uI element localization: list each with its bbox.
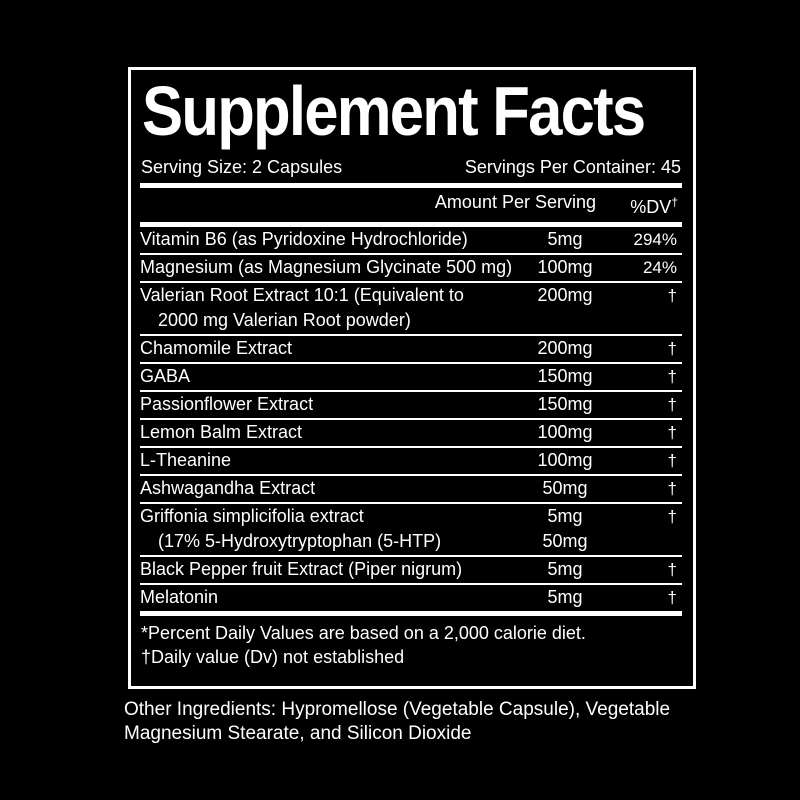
ingredient-line: Chamomile Extract 200mg † (140, 336, 682, 362)
ingredient-amount: 100mg (537, 422, 593, 442)
ingredient-row: Griffonia simplicifolia extract 5mg † (17% … (140, 504, 682, 557)
thick-rule-header (140, 222, 682, 227)
ingredient-row: Black Pepper fruit Extract (Piper nigrum… (140, 557, 682, 585)
table-header-row: Amount Per Serving %DV† (140, 188, 682, 222)
ingredient-row: Chamomile Extract 200mg † (140, 336, 682, 364)
ingredient-name: 2000 mg Valerian Root powder) (158, 310, 411, 330)
ingredient-amount: 100mg (537, 257, 593, 277)
footnotes: *Percent Daily Values are based on a 2,0… (140, 616, 682, 678)
ingredient-amount: 200mg (537, 285, 593, 305)
ingredient-row: L-Theanine 100mg † (140, 448, 682, 476)
other-ingredients-text: Other Ingredients: Hypromellose (Vegetab… (124, 699, 671, 744)
ingredient-dv: † (667, 423, 677, 442)
ingredient-amount: 50mg (542, 531, 588, 551)
dv-column-header: %DV† (598, 191, 682, 218)
ingredient-dv (598, 309, 682, 332)
ingredient-line: Lemon Balm Extract 100mg † (140, 420, 682, 446)
ingredient-line: L-Theanine 100mg † (140, 448, 682, 474)
ingredient-amount (532, 309, 598, 332)
ingredient-row: Passionflower Extract 150mg † (140, 392, 682, 420)
ingredient-line: Passionflower Extract 150mg † (140, 392, 682, 418)
ingredient-name: Black Pepper fruit Extract (Piper nigrum… (140, 559, 463, 579)
ingredient-row: Lemon Balm Extract 100mg † (140, 420, 682, 448)
thick-rule-bottom (140, 611, 682, 616)
amount-column-header: Amount Per Serving (434, 192, 596, 212)
footnote-daily-values: *Percent Daily Values are based on a 2,0… (141, 623, 586, 643)
ingredient-name: Griffonia simplicifolia extract (140, 506, 364, 526)
ingredient-row: Melatonin 5mg † (140, 585, 682, 611)
ingredient-dv: † (667, 588, 677, 607)
ingredient-dv: † (667, 451, 677, 470)
ingredient-name: Chamomile Extract (140, 338, 293, 358)
ingredient-amount: 150mg (537, 366, 593, 386)
ingredient-amount: 5mg (547, 587, 583, 607)
ingredient-line: Magnesium (as Magnesium Glycinate 500 mg… (140, 255, 682, 281)
ingredient-dv: † (667, 339, 677, 358)
ingredient-dv (598, 530, 682, 553)
ingredient-dv: † (667, 560, 677, 579)
ingredient-line: (17% 5-Hydroxytryptophan (5-HTP) 50mg (140, 530, 682, 555)
ingredient-dv: 24% (642, 258, 677, 277)
dv-header-text: %DV (630, 197, 672, 217)
ingredient-line: Melatonin 5mg † (140, 585, 682, 611)
footnote-dv-not-established: †Daily value (Dv) not established (141, 647, 405, 667)
serving-size-text: Serving Size: 2 Capsules (141, 157, 343, 177)
ingredient-dv: † (667, 395, 677, 414)
ingredient-line: GABA 150mg † (140, 364, 682, 390)
ingredient-dv: † (667, 479, 677, 498)
ingredient-amount: 150mg (537, 394, 593, 414)
ingredient-amount: 200mg (537, 338, 593, 358)
ingredient-name: Melatonin (140, 587, 219, 607)
servings-per-container-text: Servings Per Container: 45 (464, 157, 681, 177)
ingredient-line: 2000 mg Valerian Root powder) (140, 309, 682, 334)
ingredient-dv: † (667, 367, 677, 386)
thick-rule-top (140, 183, 682, 188)
supplement-facts-panel: Supplement Facts Serving Size: 2 Capsule… (128, 67, 696, 689)
dv-header-dagger: † (671, 195, 678, 209)
ingredient-amount: 5mg (547, 229, 583, 249)
serving-info-row: Serving Size: 2 Capsules Servings Per Co… (140, 154, 682, 183)
ingredient-name: (17% 5-Hydroxytryptophan (5-HTP) (158, 531, 442, 551)
ingredient-name: L-Theanine (140, 450, 232, 470)
ingredient-dv: 294% (633, 230, 677, 249)
ingredient-dv: † (667, 286, 677, 305)
ingredient-amount: 50mg (542, 478, 588, 498)
ingredient-line: Black Pepper fruit Extract (Piper nigrum… (140, 557, 682, 583)
ingredient-row: Vitamin B6 (as Pyridoxine Hydrochloride)… (140, 227, 682, 255)
ingredient-line: Valerian Root Extract 10:1 (Equivalent t… (140, 283, 682, 309)
ingredient-row: Magnesium (as Magnesium Glycinate 500 mg… (140, 255, 682, 283)
ingredient-table: Vitamin B6 (as Pyridoxine Hydrochloride)… (140, 227, 682, 611)
ingredient-amount: 100mg (537, 450, 593, 470)
ingredient-name: Magnesium (as Magnesium Glycinate 500 mg… (140, 257, 513, 277)
ingredient-name: Lemon Balm Extract (140, 422, 303, 442)
ingredient-line: Griffonia simplicifolia extract 5mg † (140, 504, 682, 530)
ingredient-line: Ashwagandha Extract 50mg † (140, 476, 682, 502)
ingredient-name: Valerian Root Extract 10:1 (Equivalent t… (140, 285, 464, 305)
ingredient-row: GABA 150mg † (140, 364, 682, 392)
ingredient-name: Ashwagandha Extract (140, 478, 316, 498)
ingredient-name: Passionflower Extract (140, 394, 314, 414)
ingredient-row: Valerian Root Extract 10:1 (Equivalent t… (140, 283, 682, 336)
ingredient-line: Vitamin B6 (as Pyridoxine Hydrochloride)… (140, 227, 682, 253)
panel-title: Supplement Facts (142, 72, 646, 150)
ingredient-row: Ashwagandha Extract 50mg † (140, 476, 682, 504)
ingredient-name: Vitamin B6 (as Pyridoxine Hydrochloride) (140, 229, 468, 249)
ingredient-dv: † (667, 507, 677, 526)
ingredient-amount: 5mg (547, 506, 583, 526)
ingredient-name: GABA (140, 366, 191, 386)
ingredient-amount: 5mg (547, 559, 583, 579)
